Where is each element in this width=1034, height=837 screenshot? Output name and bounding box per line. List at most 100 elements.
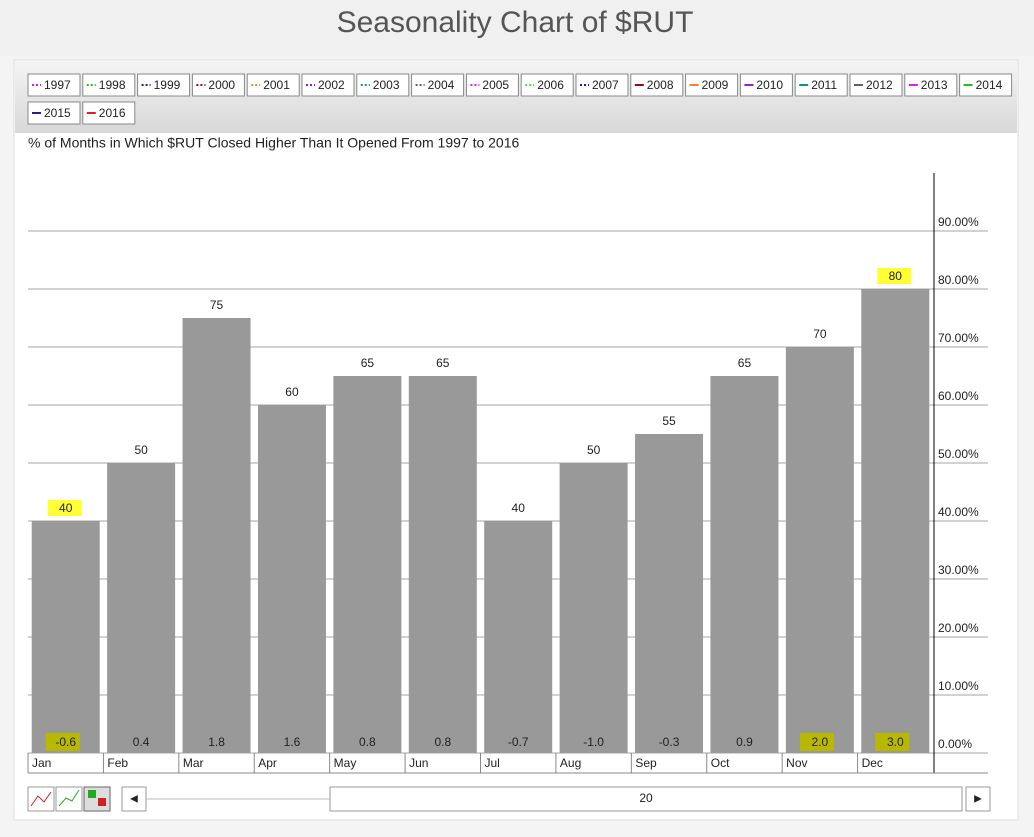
change-label: 1.8 [208, 735, 225, 749]
legend-button[interactable] [27, 73, 81, 97]
change-label: 2.0 [812, 735, 829, 749]
legend-button[interactable] [904, 73, 958, 97]
x-tick-label: Feb [107, 756, 128, 770]
legend-label: 2010 [756, 78, 783, 92]
value-label: 50 [587, 443, 601, 457]
legend: 1997 1998 1999 2000 2001 2002 2003 2004 2005 2006… [27, 73, 1013, 125]
legend-label: 2006 [537, 78, 564, 92]
change-label: -1.0 [583, 735, 604, 749]
legend-label: 2012 [866, 78, 893, 92]
value-label: 65 [436, 356, 450, 370]
legend-button[interactable] [356, 73, 410, 97]
change-label: -0.7 [508, 735, 529, 749]
x-tick-label: Dec [862, 756, 883, 770]
legend-button[interactable] [465, 73, 519, 97]
legend-button[interactable] [685, 73, 739, 97]
y-tick-label: 50.00% [938, 447, 979, 461]
x-tick-label: Jul [485, 756, 500, 770]
arrow: ▶ [974, 794, 982, 805]
legend-label: 2015 [44, 106, 71, 120]
y-tick-label: 80.00% [938, 273, 979, 287]
legend-button[interactable] [246, 73, 300, 97]
y-tick-label: 30.00% [938, 563, 979, 577]
legend-button[interactable] [959, 73, 1013, 97]
legend-button[interactable] [301, 73, 355, 97]
legend-label: 2003 [373, 78, 400, 92]
legend-label: 2014 [976, 78, 1003, 92]
legend-label: 2005 [482, 78, 509, 92]
bar [333, 376, 402, 753]
change-label: 0.4 [133, 735, 150, 749]
legend-label: 2007 [592, 78, 619, 92]
legend-button[interactable] [849, 73, 903, 97]
change-label: 1.6 [284, 735, 301, 749]
bar [408, 376, 477, 753]
bar [785, 347, 854, 753]
bar [31, 521, 100, 753]
legend-label: 2016 [99, 106, 126, 120]
legend-label: 2009 [702, 78, 729, 92]
scroll-left[interactable] [121, 786, 147, 812]
bar [257, 405, 326, 753]
value-label: 75 [210, 298, 224, 312]
x-tick-label: Aug [560, 756, 581, 770]
legend-button[interactable] [191, 73, 245, 97]
slider-value: 20 [639, 791, 653, 805]
bar [559, 463, 628, 753]
header [0, 0, 1034, 56]
legend-label: 2004 [428, 78, 455, 92]
legend-button[interactable] [137, 73, 191, 97]
value-label: 80 [889, 269, 903, 283]
y-tick-label: 0.00% [938, 737, 972, 751]
change-label: -0.3 [659, 735, 680, 749]
x-tick-label: Apr [258, 756, 277, 770]
bar [710, 376, 779, 753]
legend-button[interactable] [520, 73, 574, 97]
chart-title: % of Months in Which $RUT Closed Higher … [28, 135, 520, 151]
legend-label: 2013 [921, 78, 948, 92]
legend-label: 2000 [208, 78, 235, 92]
change-label: 0.9 [736, 735, 753, 749]
legend-label: 2002 [318, 78, 345, 92]
legend-label: 1999 [154, 78, 181, 92]
value-label: 40 [59, 501, 73, 515]
bar [861, 289, 930, 753]
legend-label: 2001 [263, 78, 290, 92]
slider-thumb[interactable] [329, 786, 963, 812]
y-tick-label: 40.00% [938, 505, 979, 519]
x-tick-label: Sep [635, 756, 657, 770]
legend-button[interactable] [739, 73, 793, 97]
bar [182, 318, 251, 753]
line-icon[interactable] [27, 786, 55, 812]
page-title: Seasonality Chart of $RUT [337, 6, 694, 39]
legend-label: 2008 [647, 78, 674, 92]
plot: 0.00% 10.00% 20.00% 30.00% 40.00% 50.00% 60.00… [27, 173, 988, 774]
legend-label: 2011 [811, 78, 837, 92]
y-tick-label: 60.00% [938, 389, 979, 403]
y-tick-label: 90.00% [938, 215, 979, 229]
legend-button[interactable] [575, 73, 629, 97]
legend-button[interactable] [794, 73, 848, 97]
bar [484, 521, 553, 753]
highlight [799, 733, 834, 751]
highlight [877, 268, 912, 284]
x-tick-label: Mar [183, 756, 204, 770]
value-label: 40 [512, 501, 526, 515]
bar-icon[interactable] [83, 786, 111, 812]
y-tick-label: 20.00% [938, 621, 979, 635]
x-tick-label: Jun [409, 756, 428, 770]
legend-label: 1998 [99, 78, 126, 92]
legend-area [15, 61, 1017, 133]
legend-button[interactable] [82, 101, 136, 125]
value-label: 70 [813, 327, 827, 341]
legend-button[interactable] [630, 73, 684, 97]
legend-button[interactable] [27, 101, 81, 125]
scroll-right[interactable] [965, 786, 991, 812]
highlight [875, 733, 910, 751]
value-label: 60 [285, 385, 299, 399]
change-label: 0.8 [434, 735, 451, 749]
y-tick-label: 10.00% [938, 679, 979, 693]
legend-button[interactable] [411, 73, 465, 97]
legend-button[interactable] [82, 73, 136, 97]
